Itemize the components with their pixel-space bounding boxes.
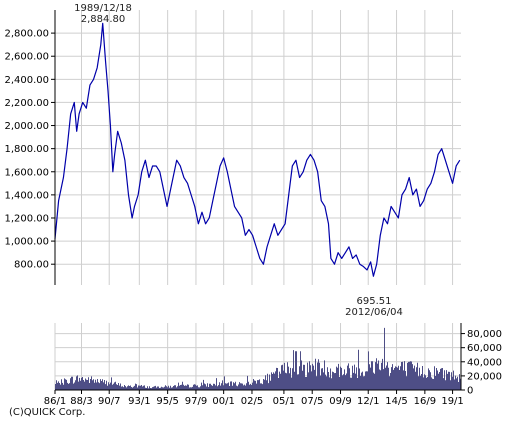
low-value-label: 695.51	[356, 296, 392, 307]
price-tick-label: 2,200.00	[4, 98, 49, 109]
x-tick-label: 95/5	[156, 396, 178, 407]
volume-bars	[55, 327, 461, 390]
price-tick-label: 1,600.00	[4, 167, 49, 178]
price-series-line	[54, 22, 461, 277]
price-tick-label: 1,400.00	[4, 190, 49, 201]
x-tick-label: 90/7	[98, 396, 120, 407]
x-tick-label: 09/9	[329, 396, 351, 407]
volume-tick-label: 20,000	[467, 371, 502, 382]
x-tick-label: 19/1	[441, 396, 463, 407]
x-tick-label: 12/1	[357, 396, 379, 407]
copyright-credit: (C)QUICK Corp.	[9, 407, 86, 418]
peak-annotation: 1989/12/18 2,884.80	[68, 3, 138, 25]
x-tick-label: 00/1	[212, 396, 234, 407]
price-tick-label: 2,000.00	[4, 121, 49, 132]
x-tick-labels: 86/1 88/3 90/7 93/1 95/5 97/9 00/1 02/5 05/1 07/5…	[44, 396, 464, 407]
x-tick-label: 07/5	[301, 396, 323, 407]
price-tick-labels: 800.00 1,000.00 1,200.00 1,400.00 1,600.00 1,…	[4, 29, 49, 271]
x-tick-label: 88/3	[70, 396, 92, 407]
x-tick-label: 16/9	[414, 396, 436, 407]
volume-tick-label: 80,000	[467, 329, 502, 340]
x-tick-label: 05/1	[273, 396, 295, 407]
volume-tick-label: 0	[467, 386, 473, 397]
volume-tick-labels: 0 20,000 40,000 60,000 80,000	[467, 329, 502, 396]
peak-value-label: 2,884.80	[80, 14, 126, 25]
axes	[51, 10, 465, 394]
price-tick-label: 800.00	[14, 260, 49, 271]
peak-date-label: 1989/12/18	[74, 3, 132, 14]
x-tick-label: 93/1	[128, 396, 150, 407]
x-tick-label: 86/1	[44, 396, 66, 407]
price-tick-label: 1,000.00	[4, 237, 49, 248]
x-tick-label: 02/5	[241, 396, 263, 407]
low-annotation: 695.51 2012/06/04	[339, 296, 409, 318]
low-date-label: 2012/06/04	[345, 307, 403, 318]
price-tick-label: 1,200.00	[4, 213, 49, 224]
price-line	[54, 22, 461, 277]
price-tick-label: 2,800.00	[4, 29, 49, 40]
x-tick-label: 14/5	[385, 396, 407, 407]
price-tick-label: 1,800.00	[4, 144, 49, 155]
volume-bar-series	[55, 327, 461, 390]
volume-tick-label: 60,000	[467, 343, 502, 354]
x-tick-label: 97/9	[185, 396, 207, 407]
price-tick-label: 2,600.00	[4, 52, 49, 63]
volume-tick-label: 40,000	[467, 357, 502, 368]
price-tick-label: 2,400.00	[4, 75, 49, 86]
